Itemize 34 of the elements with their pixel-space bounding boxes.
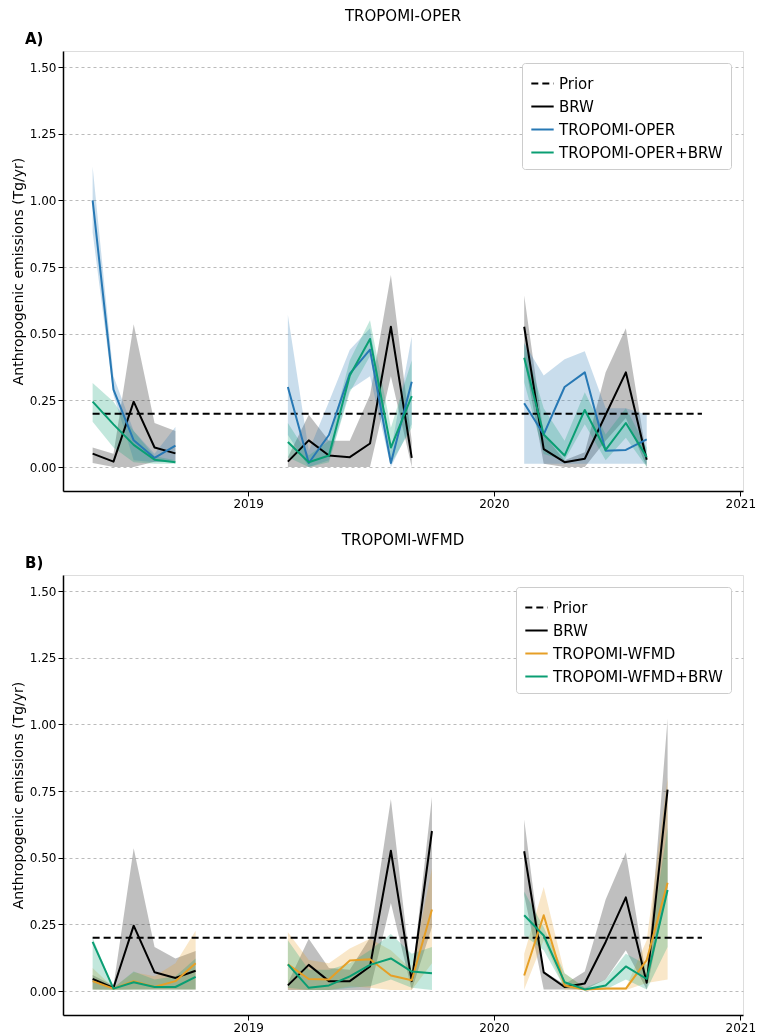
text: A) [25, 30, 44, 48]
legend-label: TROPOMI-OPER [558, 120, 676, 139]
legend-label: BRW [559, 97, 595, 116]
y-tick-label: 0.00 [29, 984, 57, 999]
y-tick-label: 1.50 [29, 584, 57, 599]
y-tick-label: 1.25 [29, 127, 57, 142]
legend-label: TROPOMI-WFMD+BRW [552, 667, 724, 686]
y-axis-title: Anthropogenic emissions (Tg/yr) [9, 157, 26, 386]
x-tick-label: 2020 [479, 1020, 510, 1035]
y-tick-label: 0.50 [29, 851, 57, 866]
legend-label: BRW [553, 621, 589, 640]
y-tick-label: 1.00 [29, 193, 57, 208]
y-axis-title: Anthropogenic emissions (Tg/yr) [9, 681, 26, 910]
legend-label: Prior [553, 598, 589, 617]
chart-title: TROPOMI-WFMD [340, 531, 465, 549]
y-tick-label: 0.00 [29, 460, 57, 475]
y-tick-label: 0.50 [29, 327, 57, 342]
x-tick-label: 2019 [233, 496, 264, 511]
text: B) [25, 554, 44, 572]
y-tick-label: 1.00 [29, 717, 57, 732]
y-tick-label: 0.75 [29, 784, 57, 799]
y-tick-label: 1.50 [29, 60, 57, 75]
legend-label: Prior [559, 74, 595, 93]
y-tick-label: 0.75 [29, 260, 57, 275]
legend-label: TROPOMI-OPER+BRW [558, 143, 723, 162]
x-tick-label: 2021 [725, 1020, 757, 1035]
x-tick-label: 2021 [725, 496, 757, 511]
legend-label: TROPOMI-WFMD [552, 644, 676, 663]
x-tick-label: 2020 [479, 496, 510, 511]
chart-title: TROPOMI-OPER [343, 7, 462, 25]
x-tick-label: 2019 [233, 1020, 264, 1035]
y-tick-label: 0.25 [29, 917, 57, 932]
y-tick-label: 1.25 [29, 651, 57, 666]
y-tick-label: 0.25 [29, 393, 57, 408]
